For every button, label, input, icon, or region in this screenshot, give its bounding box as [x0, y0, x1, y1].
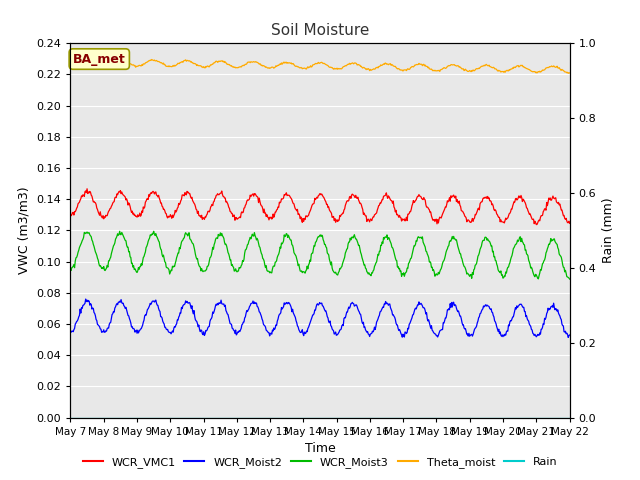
- WCR_Moist2: [396, 326, 403, 332]
- Line: WCR_Moist2: WCR_Moist2: [70, 299, 570, 337]
- Title: Soil Moisture: Soil Moisture: [271, 23, 369, 38]
- WCR_Moist3: [127, 254, 134, 260]
- WCR_Moist3: [205, 262, 212, 268]
- Rain: [380, 415, 388, 420]
- Text: BA_met: BA_met: [73, 53, 125, 66]
- WCR_Moist3: [76, 245, 83, 251]
- WCR_VMC1: [566, 220, 573, 226]
- WCR_VMC1: [179, 192, 186, 198]
- Theta_moist: [179, 59, 186, 65]
- WCR_VMC1: [205, 208, 212, 214]
- X-axis label: Time: Time: [305, 442, 335, 455]
- Rain: [67, 415, 74, 420]
- Legend: WCR_VMC1, WCR_Moist2, WCR_Moist3, Theta_moist, Rain: WCR_VMC1, WCR_Moist2, WCR_Moist3, Theta_…: [78, 452, 562, 472]
- Theta_moist: [205, 64, 212, 70]
- Rain: [127, 415, 134, 420]
- Theta_moist: [67, 62, 74, 68]
- WCR_Moist2: [566, 332, 573, 338]
- WCR_VMC1: [381, 192, 388, 198]
- WCR_Moist2: [205, 324, 212, 330]
- WCR_Moist2: [67, 329, 74, 335]
- WCR_Moist3: [179, 238, 186, 244]
- WCR_VMC1: [67, 211, 74, 217]
- WCR_Moist3: [381, 234, 388, 240]
- Theta_moist: [76, 59, 83, 65]
- WCR_Moist3: [67, 266, 74, 272]
- WCR_Moist2: [381, 301, 388, 307]
- WCR_Moist3: [566, 276, 573, 282]
- Theta_moist: [564, 71, 572, 76]
- Line: Theta_moist: Theta_moist: [70, 59, 570, 73]
- Rain: [204, 415, 212, 420]
- Theta_moist: [566, 70, 573, 76]
- Rain: [76, 415, 83, 420]
- Rain: [566, 415, 573, 420]
- WCR_VMC1: [127, 209, 135, 215]
- Y-axis label: Rain (mm): Rain (mm): [602, 198, 615, 263]
- Rain: [395, 415, 403, 420]
- WCR_Moist2: [564, 335, 572, 340]
- WCR_Moist2: [179, 306, 186, 312]
- Theta_moist: [84, 56, 92, 61]
- WCR_VMC1: [83, 186, 91, 192]
- WCR_Moist2: [82, 296, 90, 302]
- WCR_VMC1: [76, 199, 83, 205]
- Rain: [178, 415, 186, 420]
- Line: WCR_Moist3: WCR_Moist3: [70, 231, 570, 279]
- WCR_Moist3: [150, 228, 157, 234]
- WCR_Moist2: [127, 324, 135, 330]
- WCR_VMC1: [532, 222, 540, 228]
- WCR_Moist2: [76, 312, 83, 318]
- WCR_Moist3: [396, 265, 403, 271]
- Theta_moist: [396, 66, 403, 72]
- Y-axis label: VWC (m3/m3): VWC (m3/m3): [18, 187, 31, 274]
- Line: WCR_VMC1: WCR_VMC1: [70, 189, 570, 225]
- WCR_VMC1: [396, 213, 403, 218]
- Theta_moist: [381, 60, 388, 66]
- Theta_moist: [127, 61, 135, 67]
